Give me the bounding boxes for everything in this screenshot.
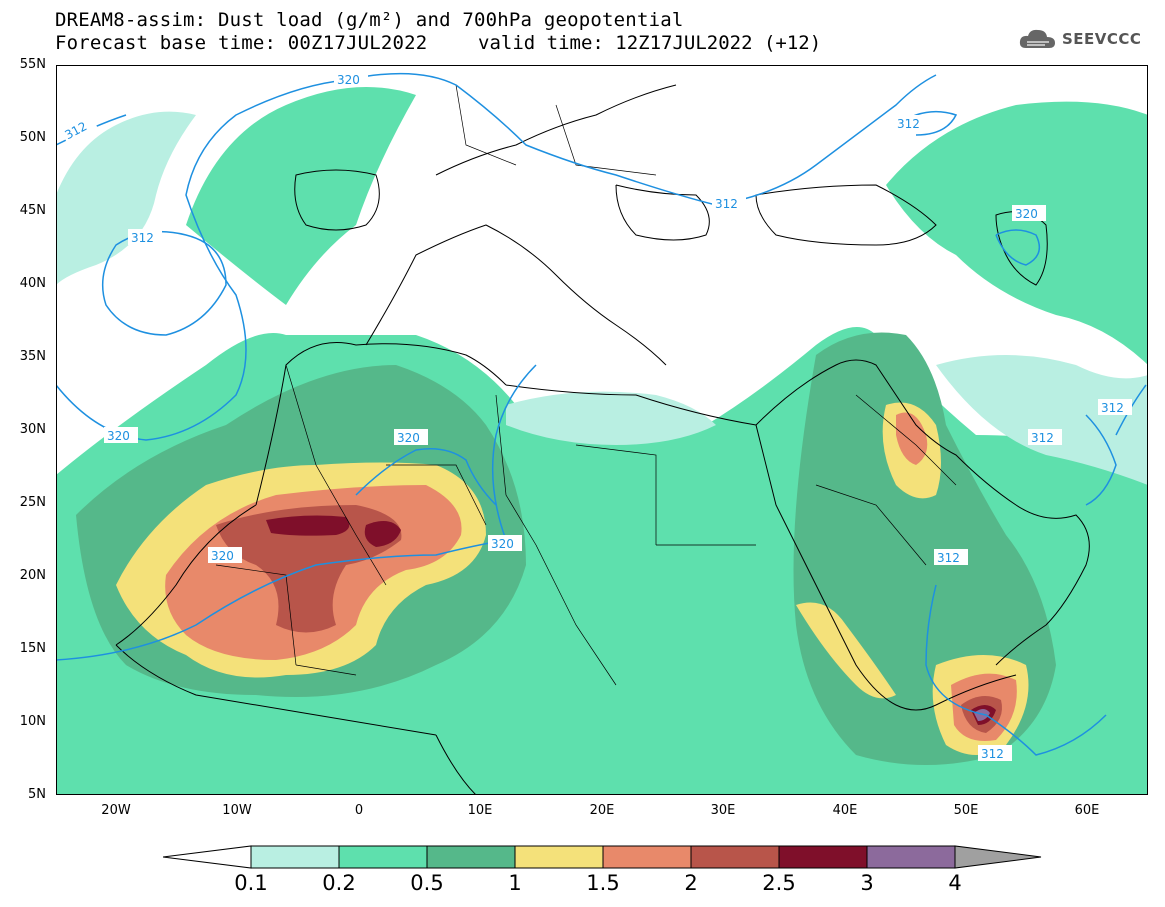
lat-label: 50N — [19, 130, 46, 145]
contour-label: 312 — [897, 117, 920, 131]
lon-label: 0 — [354, 803, 364, 818]
dust-layer-2_5 — [266, 515, 350, 536]
cloud-logo-icon — [1019, 29, 1055, 48]
colorbar-label: 0.2 — [322, 871, 356, 895]
dust-layer-1_5-arabia — [896, 412, 928, 465]
lon-label: 10E — [467, 803, 493, 818]
lat-label: 30N — [19, 422, 46, 437]
colorbar-low-arrow — [163, 845, 252, 869]
colorbar-swatch-0_2 — [338, 845, 428, 869]
contour-label: 312 — [131, 231, 154, 245]
colorbar-swatch-0_5 — [426, 845, 516, 869]
dust-layer-1-redsea — [796, 602, 896, 699]
contour-label: 320 — [1015, 207, 1038, 221]
contour-label: 312 — [937, 551, 960, 565]
contour-label: 320 — [107, 429, 130, 443]
dust-layer-0_2-north — [186, 87, 416, 305]
dust-layer-0_1 — [56, 111, 196, 286]
colorbar-swatch-2_5 — [778, 845, 868, 869]
lon-label: 40E — [832, 803, 858, 818]
lat-label: 20N — [19, 568, 46, 583]
contour-label: 312 — [1031, 431, 1054, 445]
lon-label: 10W — [222, 803, 252, 818]
colorbar-label: 3 — [860, 871, 874, 895]
colorbar-label: 2.5 — [762, 871, 796, 895]
colorbar-label: 0.5 — [410, 871, 444, 895]
lat-label: 15N — [19, 641, 46, 656]
lat-label: 25N — [19, 495, 46, 510]
colorbar-swatch-0_1 — [250, 845, 340, 869]
contour-label: 320 — [211, 549, 234, 563]
seevccc-logo: SEEVCCC — [1018, 26, 1141, 52]
logo-text: SEEVCCC — [1062, 30, 1142, 48]
colorbar-swatch-2 — [690, 845, 780, 869]
lat-label: 35N — [19, 349, 46, 364]
valid-time: valid time: 12Z17JUL2022 (+12) — [478, 32, 822, 54]
colorbar-high-arrow — [954, 845, 1042, 869]
contour-label: 320 — [337, 73, 360, 87]
dust-layer-2_5-b — [364, 521, 401, 547]
contour-label: 312 — [981, 747, 1004, 761]
lon-label: 20W — [101, 803, 131, 818]
lon-label: 60E — [1074, 803, 1100, 818]
lat-label: 5N — [28, 787, 46, 802]
dust-layer-0_1-med — [506, 391, 716, 445]
lon-label: 20E — [589, 803, 615, 818]
dust-layer-0_2-caspian — [886, 101, 1148, 365]
colorbar-label: 2 — [684, 871, 698, 895]
borders — [215, 84, 957, 686]
map-title: DREAM8-assim: Dust load (g/m²) and 700hP… — [55, 9, 684, 31]
colorbar-swatch-1_5 — [602, 845, 692, 869]
contour-label: 320 — [491, 537, 514, 551]
colorbar-label: 1 — [508, 871, 522, 895]
lon-label: 50E — [953, 803, 979, 818]
lon-label: 30E — [710, 803, 736, 818]
colorbar-label: 1.5 — [586, 871, 620, 895]
dust-layer-3 — [974, 709, 990, 721]
contour-label: 312 — [715, 197, 738, 211]
colorbar-label: 4 — [948, 871, 962, 895]
colorbar-swatch-3 — [866, 845, 956, 869]
lat-label: 55N — [19, 57, 46, 72]
colorbar-label: 0.1 — [234, 871, 268, 895]
coastlines — [115, 84, 1090, 795]
forecast-base-time: Forecast base time: 00Z17JUL2022 — [55, 32, 428, 54]
contour-label: 312 — [1101, 401, 1124, 415]
lat-label: 45N — [19, 203, 46, 218]
contour-label: 320 — [397, 431, 420, 445]
lat-label: 10N — [19, 714, 46, 729]
dust-layer-2 — [216, 505, 402, 633]
colorbar — [163, 845, 1042, 869]
colorbar-swatch-1 — [514, 845, 604, 869]
lat-label: 40N — [19, 276, 46, 291]
dust-layer-0_1-east — [936, 355, 1148, 485]
geopotential-contours — [56, 72, 1147, 756]
dust-load-map: 320 312 312 320 320 320 320 312 312 320 … — [56, 65, 1148, 795]
